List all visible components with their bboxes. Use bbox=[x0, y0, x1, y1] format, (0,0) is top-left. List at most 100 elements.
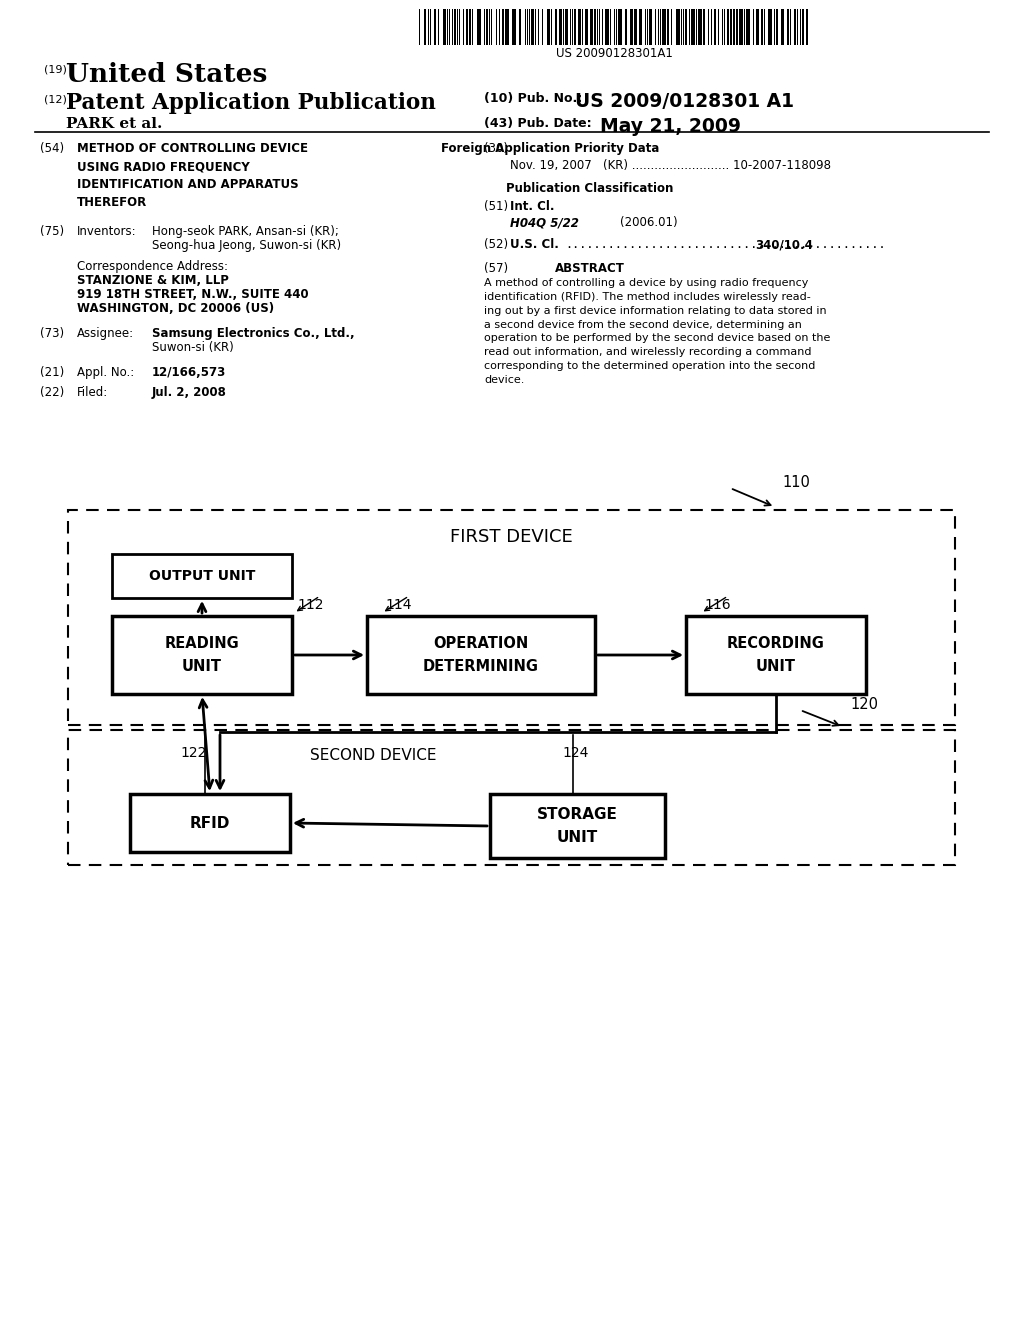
Bar bbox=[703, 9, 705, 45]
Text: Hong-seok PARK, Ansan-si (KR);: Hong-seok PARK, Ansan-si (KR); bbox=[152, 224, 339, 238]
Bar bbox=[505, 9, 509, 45]
Text: Inventors:: Inventors: bbox=[77, 224, 136, 238]
Text: RFID: RFID bbox=[189, 816, 230, 830]
FancyBboxPatch shape bbox=[68, 510, 955, 725]
Bar bbox=[739, 9, 743, 45]
Text: Appl. No.:: Appl. No.: bbox=[77, 366, 134, 379]
Bar bbox=[667, 9, 669, 45]
Bar bbox=[781, 9, 784, 45]
Text: Seong-hua Jeong, Suwon-si (KR): Seong-hua Jeong, Suwon-si (KR) bbox=[152, 239, 341, 252]
Bar bbox=[466, 9, 468, 45]
Text: May 21, 2009: May 21, 2009 bbox=[600, 117, 741, 136]
Bar bbox=[727, 9, 729, 45]
Bar bbox=[585, 9, 588, 45]
Bar bbox=[590, 9, 593, 45]
Text: .............................................: ........................................… bbox=[565, 238, 886, 251]
Bar bbox=[469, 9, 471, 45]
Bar bbox=[756, 9, 759, 45]
Text: Nov. 19, 2007   (KR) .......................... 10-2007-118098: Nov. 19, 2007 (KR) .....................… bbox=[510, 158, 831, 172]
FancyBboxPatch shape bbox=[130, 795, 290, 851]
Bar bbox=[486, 9, 488, 45]
Text: 120: 120 bbox=[850, 697, 878, 711]
Text: 112: 112 bbox=[297, 598, 324, 612]
Text: Samsung Electronics Co., Ltd.,: Samsung Electronics Co., Ltd., bbox=[152, 327, 354, 341]
FancyBboxPatch shape bbox=[112, 616, 292, 694]
Text: WASHINGTON, DC 20006 (US): WASHINGTON, DC 20006 (US) bbox=[77, 302, 274, 315]
Bar bbox=[746, 9, 750, 45]
Bar bbox=[787, 9, 790, 45]
Bar bbox=[733, 9, 735, 45]
Bar bbox=[502, 9, 504, 45]
Text: RECORDING
UNIT: RECORDING UNIT bbox=[727, 636, 825, 673]
Bar bbox=[768, 9, 772, 45]
Text: OPERATION
DETERMINING: OPERATION DETERMINING bbox=[423, 636, 539, 673]
Text: (75): (75) bbox=[40, 224, 65, 238]
Text: 110: 110 bbox=[782, 475, 810, 490]
Text: Foreign Application Priority Data: Foreign Application Priority Data bbox=[440, 143, 659, 154]
Bar bbox=[630, 9, 633, 45]
Text: US 2009/0128301 A1: US 2009/0128301 A1 bbox=[575, 92, 794, 111]
Bar bbox=[676, 9, 680, 45]
Bar bbox=[555, 9, 557, 45]
Text: 116: 116 bbox=[705, 598, 731, 612]
Text: 124: 124 bbox=[562, 746, 589, 760]
Bar bbox=[618, 9, 622, 45]
Bar bbox=[736, 9, 738, 45]
Text: (2006.01): (2006.01) bbox=[620, 216, 678, 228]
Text: (22): (22) bbox=[40, 385, 65, 399]
Bar bbox=[477, 9, 481, 45]
Bar bbox=[802, 9, 804, 45]
Bar bbox=[531, 9, 534, 45]
Text: Assignee:: Assignee: bbox=[77, 327, 134, 341]
Bar bbox=[625, 9, 627, 45]
Text: SECOND DEVICE: SECOND DEVICE bbox=[310, 748, 436, 763]
Text: (54): (54) bbox=[40, 143, 65, 154]
Text: (10) Pub. No.:: (10) Pub. No.: bbox=[484, 92, 583, 106]
Text: ABSTRACT: ABSTRACT bbox=[555, 261, 625, 275]
Text: 114: 114 bbox=[385, 598, 412, 612]
Text: OUTPUT UNIT: OUTPUT UNIT bbox=[148, 569, 255, 583]
Text: 122: 122 bbox=[180, 746, 207, 760]
Text: STORAGE
UNIT: STORAGE UNIT bbox=[537, 808, 617, 845]
Bar bbox=[649, 9, 652, 45]
Text: 340/10.4: 340/10.4 bbox=[755, 238, 813, 251]
Bar bbox=[574, 9, 575, 45]
Text: READING
UNIT: READING UNIT bbox=[165, 636, 240, 673]
Text: Filed:: Filed: bbox=[77, 385, 109, 399]
Bar bbox=[761, 9, 763, 45]
Bar bbox=[578, 9, 581, 45]
Text: Publication Classification: Publication Classification bbox=[506, 182, 674, 195]
FancyBboxPatch shape bbox=[68, 730, 955, 865]
FancyBboxPatch shape bbox=[686, 616, 866, 694]
Text: U.S. Cl.: U.S. Cl. bbox=[510, 238, 559, 251]
Text: (57): (57) bbox=[484, 261, 508, 275]
Text: Correspondence Address:: Correspondence Address: bbox=[77, 260, 228, 273]
Bar bbox=[730, 9, 732, 45]
Text: (30): (30) bbox=[484, 143, 508, 154]
Text: (43) Pub. Date:: (43) Pub. Date: bbox=[484, 117, 592, 129]
Bar bbox=[424, 9, 426, 45]
Bar bbox=[565, 9, 568, 45]
Bar bbox=[685, 9, 687, 45]
Bar bbox=[634, 9, 637, 45]
Text: United States: United States bbox=[66, 62, 267, 87]
Bar bbox=[662, 9, 666, 45]
FancyBboxPatch shape bbox=[367, 616, 595, 694]
Bar bbox=[512, 9, 516, 45]
Bar bbox=[776, 9, 778, 45]
Text: PARK et al.: PARK et al. bbox=[66, 117, 163, 131]
Bar bbox=[559, 9, 562, 45]
Bar bbox=[794, 9, 796, 45]
Text: H04Q 5/22: H04Q 5/22 bbox=[510, 216, 579, 228]
Bar bbox=[519, 9, 521, 45]
Text: (73): (73) bbox=[40, 327, 65, 341]
Text: (21): (21) bbox=[40, 366, 65, 379]
Bar bbox=[806, 9, 808, 45]
Text: FIRST DEVICE: FIRST DEVICE bbox=[451, 528, 572, 546]
Text: A method of controlling a device by using radio frequency
identification (RFID).: A method of controlling a device by usin… bbox=[484, 279, 830, 385]
Text: METHOD OF CONTROLLING DEVICE
USING RADIO FREQUENCY
IDENTIFICATION AND APPARATUS
: METHOD OF CONTROLLING DEVICE USING RADIO… bbox=[77, 143, 308, 209]
Text: Jul. 2, 2008: Jul. 2, 2008 bbox=[152, 385, 227, 399]
Bar bbox=[443, 9, 446, 45]
Text: Int. Cl.: Int. Cl. bbox=[510, 201, 555, 213]
FancyBboxPatch shape bbox=[490, 795, 665, 858]
